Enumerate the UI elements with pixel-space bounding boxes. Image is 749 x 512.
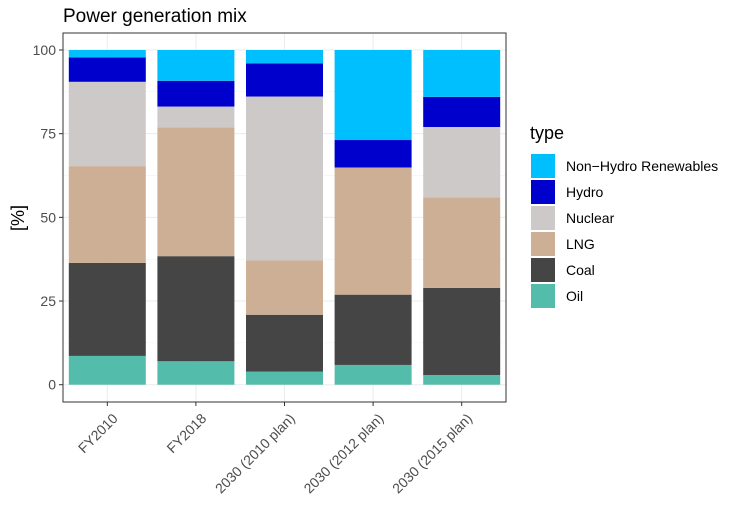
bar-segment-nuclear — [157, 106, 235, 128]
x-tick-label: 2030 (2010 plan) — [212, 410, 298, 496]
bar-segment-lng — [246, 260, 323, 315]
y-tick-label: 25 — [40, 293, 56, 309]
bar-segment-hydro — [423, 96, 501, 127]
legend-key-oil — [531, 284, 555, 308]
legend-label: Coal — [566, 262, 595, 278]
bar-segment-hydro — [157, 80, 235, 107]
legend-label: Nuclear — [566, 210, 615, 226]
bar-segment-nuclear — [423, 126, 501, 198]
y-tick-label: 75 — [40, 126, 56, 142]
legend-label: LNG — [566, 236, 595, 252]
bar-segment-coal — [334, 294, 412, 365]
bar-segment-non-hydro-renewables — [334, 50, 412, 141]
bar-segment-oil — [246, 371, 323, 385]
legend-key-nuclear — [531, 206, 555, 230]
bar-segment-coal — [246, 314, 323, 372]
bar-segment-lng — [68, 166, 146, 263]
bar-segment-oil — [157, 361, 235, 385]
y-tick-label: 100 — [33, 42, 57, 58]
y-tick-label: 50 — [40, 209, 56, 225]
x-tick-label: FY2018 — [163, 410, 209, 456]
bar-segment-lng — [334, 167, 412, 295]
bar-segment-non-hydro-renewables — [157, 50, 235, 81]
legend-label: Non−Hydro Renewables — [566, 158, 718, 174]
bar-segment-nuclear — [246, 96, 323, 261]
legend-key-non-hydro-renewables — [531, 154, 555, 178]
bar-segment-non-hydro-renewables — [68, 50, 146, 58]
legend-key-lng — [531, 232, 555, 256]
legend-title: type — [530, 123, 564, 143]
bar-segment-hydro — [246, 63, 323, 97]
bar-segment-non-hydro-renewables — [423, 50, 501, 97]
y-axis-label: [%] — [8, 205, 28, 231]
bar-segment-hydro — [334, 140, 412, 168]
chart-title: Power generation mix — [63, 6, 247, 27]
x-tick-label: FY2010 — [75, 410, 121, 456]
legend-key-hydro — [531, 180, 555, 204]
x-tick-label: 2030 (2012 plan) — [300, 410, 386, 496]
bar-segment-lng — [423, 197, 501, 288]
bar-segment-hydro — [68, 57, 146, 82]
bar-segment-coal — [157, 256, 235, 362]
bar-segment-coal — [68, 262, 146, 356]
bar-segment-oil — [334, 364, 412, 385]
bar-segment-non-hydro-renewables — [246, 50, 323, 64]
y-tick-label: 0 — [48, 377, 56, 393]
bar-segment-coal — [423, 287, 501, 375]
legend-label: Hydro — [566, 184, 604, 200]
bar-segment-nuclear — [68, 81, 146, 167]
x-tick-label: 2030 (2015 plan) — [389, 410, 475, 496]
bar-segment-oil — [423, 374, 501, 385]
bar-segment-oil — [68, 355, 146, 385]
bar-segment-lng — [157, 127, 235, 257]
legend-key-coal — [531, 258, 555, 282]
legend-label: Oil — [566, 288, 583, 304]
